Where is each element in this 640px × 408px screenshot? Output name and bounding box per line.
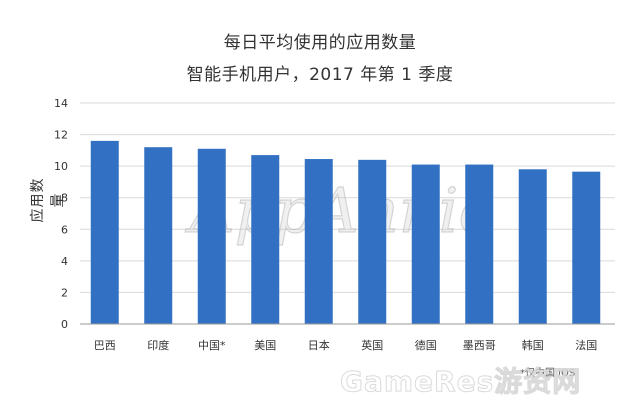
x-tick-label: 日本 [308,338,330,352]
bar-4 [304,159,333,324]
bar-2 [197,148,226,324]
bar-7 [465,164,494,324]
x-tick-label: 巴西 [94,339,116,352]
chart-subtitle: 智能手机用户，2017 年第 1 季度 [186,65,454,85]
bar-0 [90,140,119,324]
y-tick-label: 0 [61,318,68,331]
bar-9 [572,171,601,324]
bar-8 [518,169,547,324]
y-tick-label: 12 [54,129,68,142]
appannie-watermark: AppAnnie [185,174,495,247]
x-tick-label: 英国 [361,338,383,352]
bar-6 [411,164,440,324]
x-tick-label: 法国 [575,338,597,352]
y-tick-label: 4 [61,255,68,268]
bar-5 [358,159,387,324]
x-tick-label: 印度 [147,338,169,352]
label-layer: 0 2 4 6 8 10 12 14 巴西 印度 中国* 美国 日本 英国 德国 墨西哥 韩国 法国 [54,97,597,352]
x-tick-label: 墨西哥 [463,339,496,352]
x-tick-label: 德国 [415,338,437,352]
y-tick-label: 6 [61,223,68,236]
y-tick-label: 8 [61,192,68,205]
footnote: *仅中国 iOS [520,368,576,379]
bar-3 [251,155,280,324]
x-tick-label: 中国* [198,339,226,352]
bar-layer [90,140,601,324]
y-tick-label: 2 [61,286,68,299]
y-tick-label: 14 [54,97,68,110]
bar-1 [144,147,173,324]
x-tick-label: 韩国 [522,338,544,352]
watermark-layer: AppAnnie [184,173,496,247]
x-tick-label: 美国 [254,339,276,352]
y-tick-label: 10 [54,160,68,173]
chart-title: 每日平均使用的应用数量 [223,33,417,53]
